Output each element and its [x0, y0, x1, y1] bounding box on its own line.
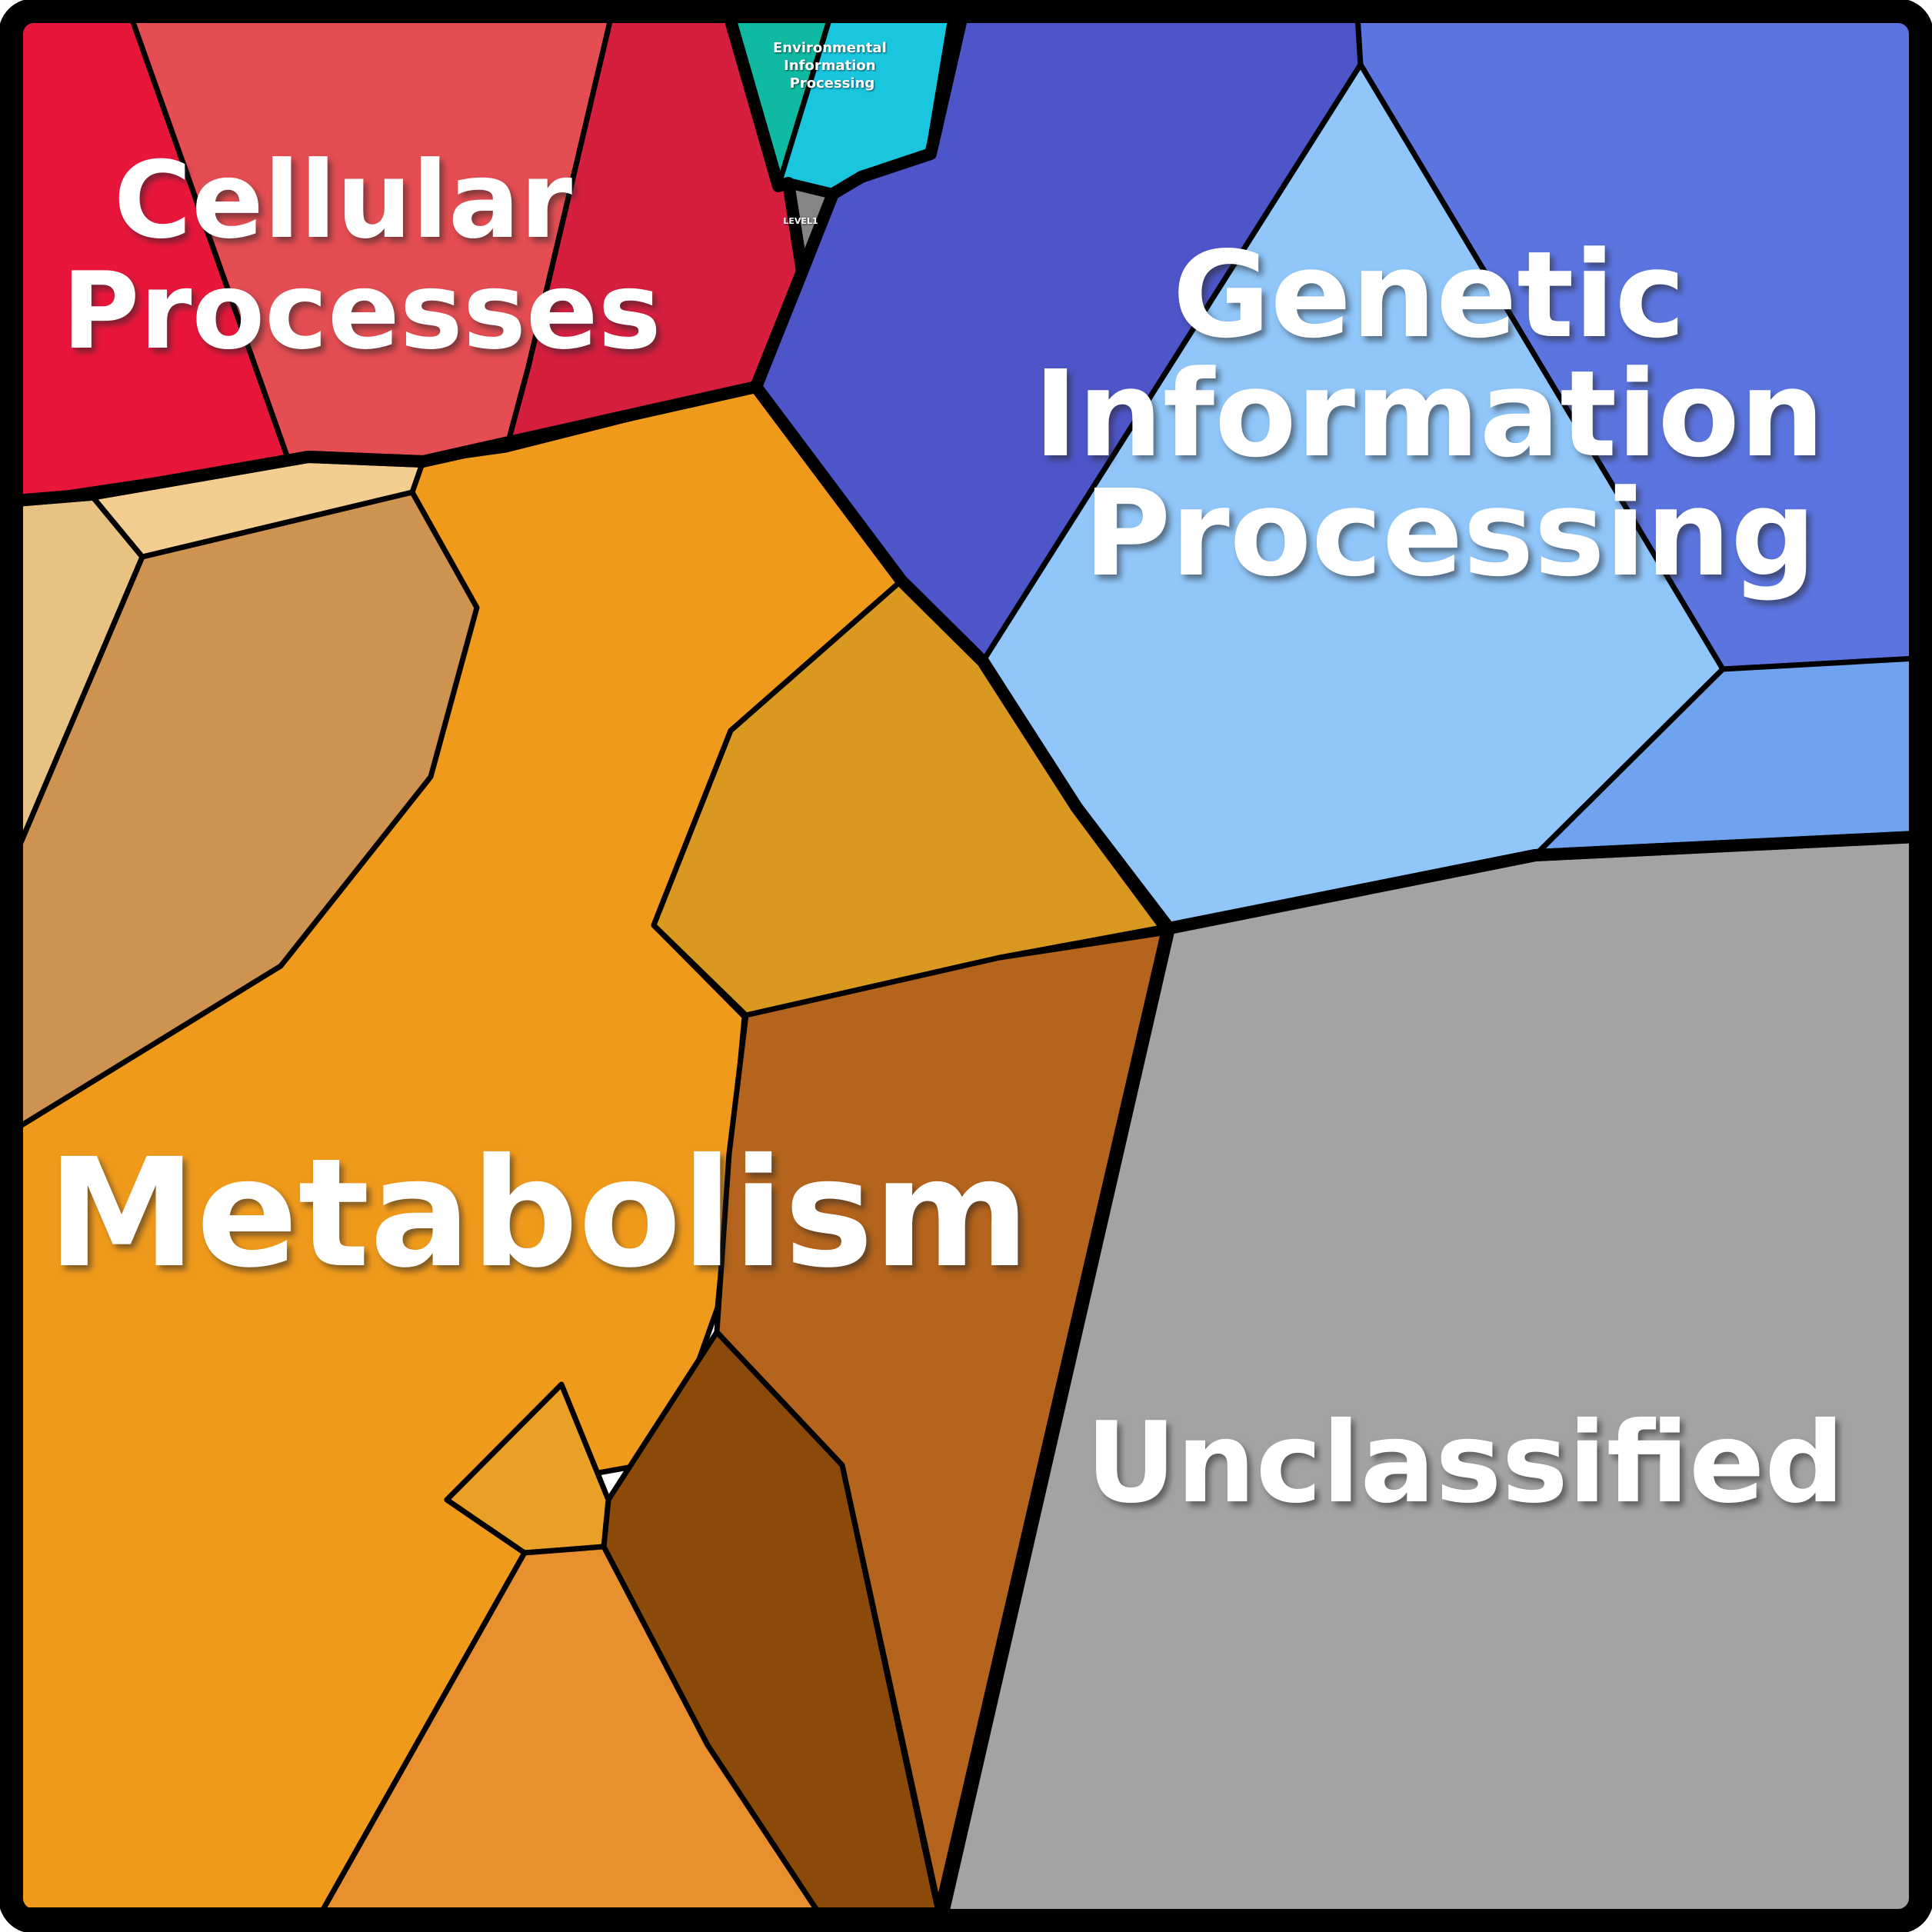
label-metabolism: Metabolism: [47, 1126, 1030, 1301]
region-outline-level1: [784, 179, 837, 275]
label-cellular-processes: Cellular Processes: [62, 138, 661, 373]
label-level1: LEVEL1: [783, 216, 818, 226]
labels-layer: Cellular Processes Environmental Informa…: [47, 40, 1867, 1528]
cell-metabolism-medium-orange: [317, 1544, 822, 1918]
cells-layer: [12, 12, 1920, 1920]
label-environmental-information-processing: Environmental Information Processing: [773, 40, 891, 92]
label-genetic-information-processing: Genetic Information Processing: [1034, 225, 1867, 603]
label-unclassified: Unclassified: [1086, 1398, 1844, 1528]
